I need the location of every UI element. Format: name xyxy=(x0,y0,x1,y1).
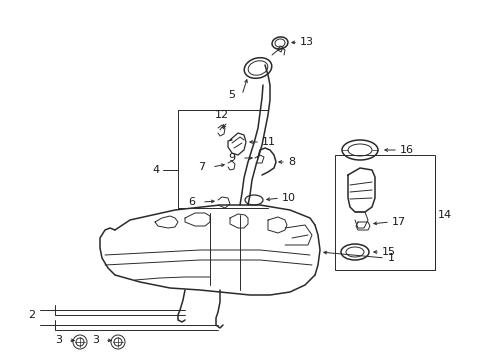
Text: 14: 14 xyxy=(437,210,451,220)
Text: 1: 1 xyxy=(387,253,394,263)
Text: 2: 2 xyxy=(28,310,35,320)
Text: 9: 9 xyxy=(227,153,235,163)
Text: 11: 11 xyxy=(262,137,275,147)
Text: 3: 3 xyxy=(92,335,99,345)
Text: 13: 13 xyxy=(299,37,313,47)
Text: 4: 4 xyxy=(152,165,159,175)
Bar xyxy=(334,155,434,270)
Text: 6: 6 xyxy=(187,197,195,207)
Text: 15: 15 xyxy=(381,247,395,257)
Text: 16: 16 xyxy=(399,145,413,155)
Text: 5: 5 xyxy=(227,90,235,100)
Text: 12: 12 xyxy=(215,110,229,120)
Text: 8: 8 xyxy=(287,157,295,167)
Text: 10: 10 xyxy=(282,193,295,203)
Text: 17: 17 xyxy=(391,217,406,227)
Text: 7: 7 xyxy=(198,162,204,172)
Text: 3: 3 xyxy=(55,335,62,345)
